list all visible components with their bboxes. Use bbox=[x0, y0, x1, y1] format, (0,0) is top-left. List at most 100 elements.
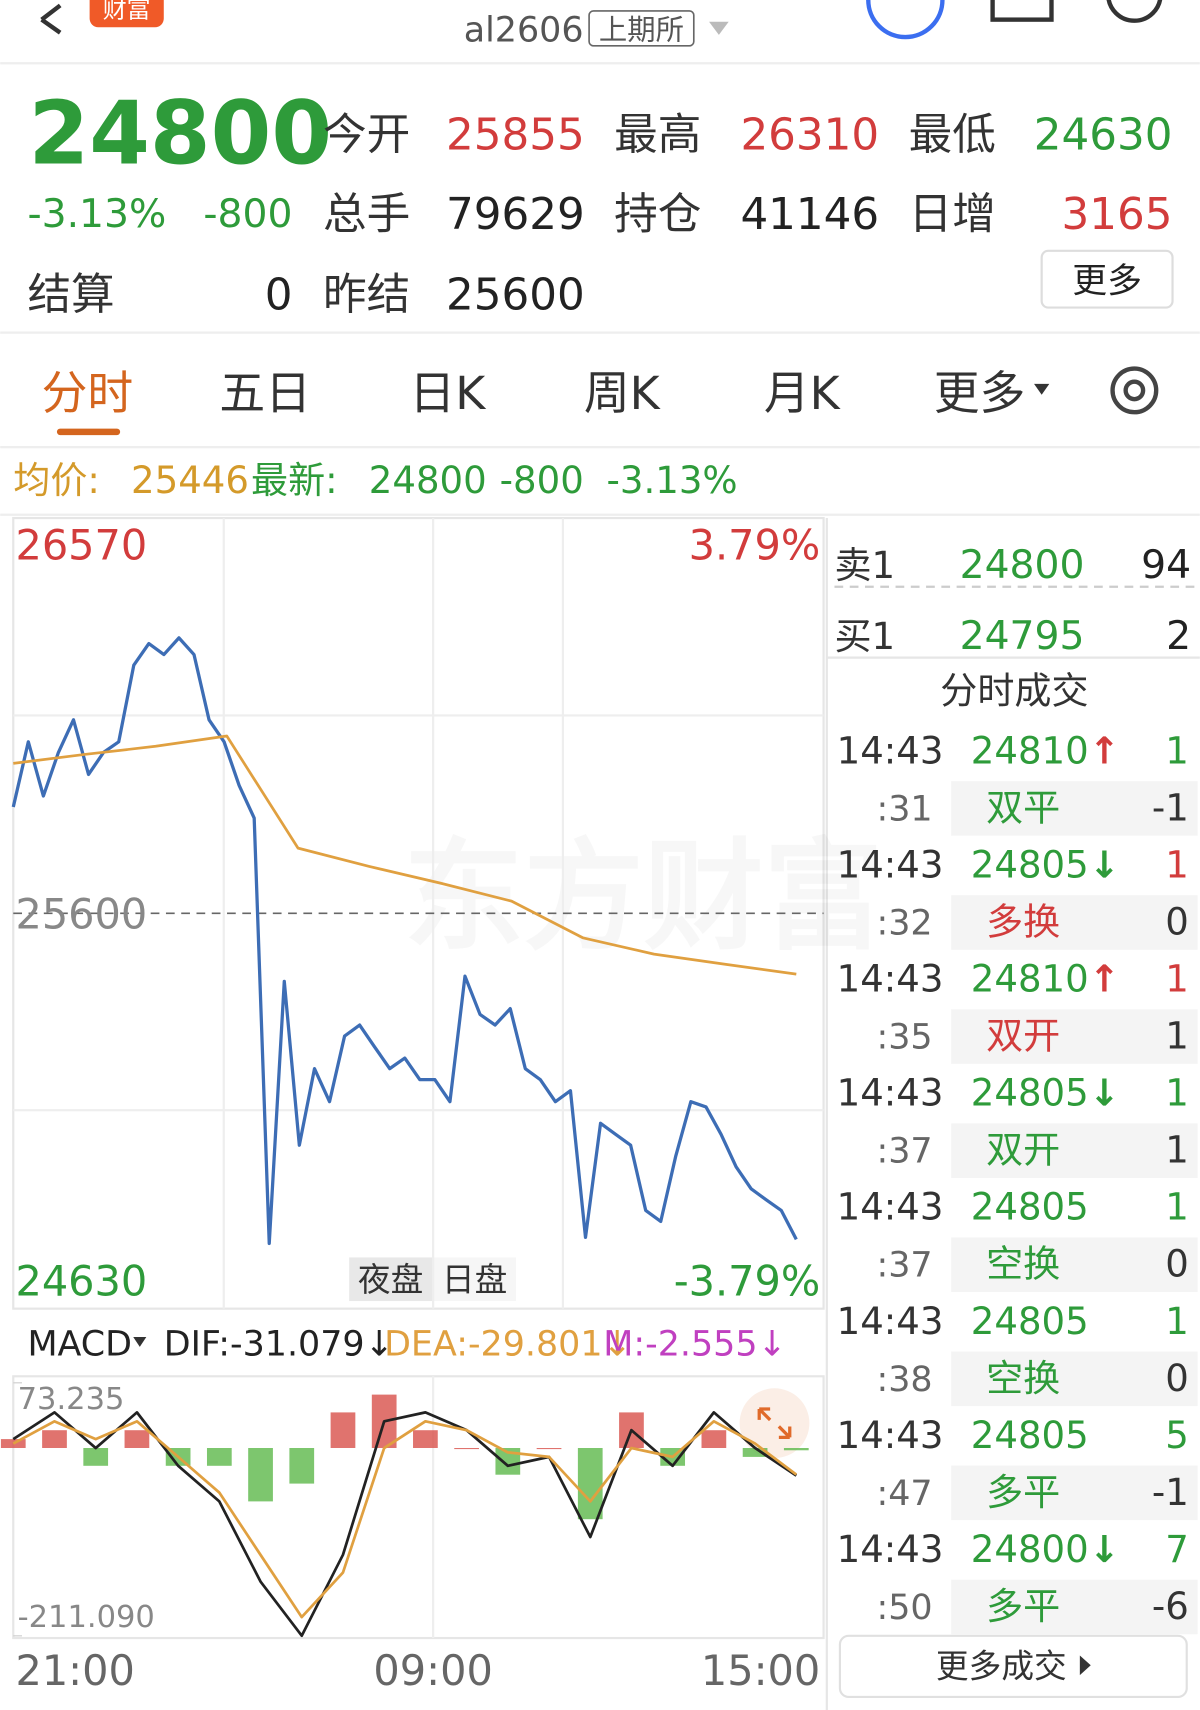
trade-price: 24800↓ bbox=[971, 1528, 1120, 1571]
more-trades-label[interactable]: 更多成交 bbox=[936, 1647, 1067, 1685]
trade-change: -6 bbox=[1152, 1585, 1189, 1628]
trade-type-bg bbox=[951, 1009, 1198, 1064]
macd-dea: DEA:-29.801↓ bbox=[384, 1325, 632, 1365]
trade-type-bg bbox=[951, 1237, 1198, 1292]
info-avg-label: 均价: bbox=[13, 459, 100, 502]
expand-icon bbox=[757, 1407, 792, 1439]
dea-line bbox=[12, 1419, 798, 1619]
dropdown-icon[interactable] bbox=[709, 21, 729, 35]
price-line bbox=[11, 636, 798, 1246]
book-volume: 2 bbox=[1166, 614, 1191, 659]
stat-value: 41146 bbox=[740, 190, 879, 240]
info-avg: 25446 bbox=[131, 459, 249, 502]
trade-type-bg bbox=[951, 895, 1198, 950]
macd-m: M:-2.555↓ bbox=[603, 1325, 787, 1365]
info-change-pct: -3.13% bbox=[607, 459, 738, 502]
back-button[interactable] bbox=[40, 3, 62, 35]
trade-type-bg bbox=[951, 1123, 1198, 1178]
tab[interactable]: 周K bbox=[584, 366, 661, 420]
tab[interactable]: 五日 bbox=[219, 366, 311, 420]
trade-arrow: ↑ bbox=[1089, 729, 1120, 772]
x-tick-label: 09:00 bbox=[373, 1647, 492, 1695]
book-price: 24795 bbox=[960, 614, 1085, 659]
info-last: 24800 bbox=[369, 459, 487, 502]
info-change: -800 bbox=[500, 459, 584, 502]
stat-value: 79629 bbox=[446, 190, 585, 240]
pct-label: 3.79% bbox=[689, 521, 821, 569]
more-button-label[interactable]: 更多 bbox=[1072, 261, 1142, 301]
gear-ring bbox=[1110, 366, 1159, 415]
ai-icon[interactable] bbox=[866, 0, 945, 40]
share-icon[interactable] bbox=[990, 0, 1054, 22]
trade-type-bg bbox=[951, 781, 1198, 836]
macd-dropdown[interactable] bbox=[133, 1337, 147, 1347]
trades-title: 分时成交 bbox=[940, 669, 1088, 712]
trade-price: 24805 bbox=[971, 1186, 1089, 1229]
trade-sec: :37 bbox=[876, 1132, 932, 1172]
book-label: 买1 bbox=[834, 615, 895, 658]
macd-dif: DIF:-31.079↓ bbox=[164, 1325, 394, 1365]
trade-volume: 1 bbox=[1165, 843, 1189, 886]
trade-sec: :32 bbox=[876, 904, 932, 944]
tab[interactable]: 月K bbox=[764, 366, 841, 420]
tab[interactable]: 日K bbox=[409, 366, 486, 420]
macd-bar bbox=[248, 1448, 273, 1502]
expand-button[interactable] bbox=[739, 1388, 810, 1459]
trade-sec: :31 bbox=[876, 789, 932, 829]
stat-value: 25855 bbox=[446, 110, 585, 160]
trade-type-bg bbox=[951, 1465, 1198, 1521]
trade-type: 双开 bbox=[986, 1015, 1060, 1058]
stat-label: 总手 bbox=[323, 190, 410, 240]
trade-time: 14:43 bbox=[837, 1528, 944, 1571]
y-tick-label: -211.090 bbox=[18, 1600, 155, 1635]
trade-time: 14:43 bbox=[837, 1072, 944, 1115]
exchange: 上期所 bbox=[599, 13, 684, 46]
settings-icon[interactable] bbox=[1110, 366, 1159, 415]
last-price: 24800 bbox=[29, 83, 332, 185]
tab[interactable]: 更多 bbox=[934, 366, 1026, 420]
stat-label: 今开 bbox=[323, 110, 410, 160]
trade-price: 24805↓ bbox=[971, 1072, 1120, 1115]
macd-title[interactable]: MACD bbox=[27, 1325, 132, 1365]
symbol: al2606 bbox=[464, 10, 584, 50]
trade-volume: 1 bbox=[1165, 1300, 1189, 1343]
trade-change: 0 bbox=[1165, 901, 1189, 944]
exchange-box bbox=[588, 10, 695, 47]
trade-change: 1 bbox=[1165, 1129, 1189, 1172]
trade-type: 空换 bbox=[986, 1243, 1060, 1286]
trade-volume: 1 bbox=[1165, 1072, 1189, 1115]
more-button[interactable] bbox=[1040, 249, 1174, 309]
y-tick-label: 73.235 bbox=[18, 1382, 125, 1417]
trade-change: 1 bbox=[1165, 1015, 1189, 1058]
trade-volume: 7 bbox=[1165, 1528, 1189, 1571]
session-label: 夜盘 bbox=[358, 1261, 423, 1299]
tab[interactable]: 分时 bbox=[42, 366, 134, 420]
macd-bar bbox=[701, 1430, 727, 1449]
trade-change: -1 bbox=[1152, 1471, 1189, 1514]
more-trades-button[interactable] bbox=[838, 1634, 1188, 1699]
macd-bar bbox=[783, 1448, 809, 1451]
trade-price: 24805 bbox=[971, 1300, 1089, 1343]
trade-type-bg bbox=[951, 1579, 1198, 1635]
trade-arrow: ↑ bbox=[1089, 958, 1120, 1001]
trade-type: 多换 bbox=[986, 901, 1060, 944]
trade-time: 14:43 bbox=[837, 729, 944, 772]
dif-line bbox=[12, 1411, 798, 1638]
search-icon[interactable] bbox=[1106, 0, 1163, 23]
book-volume: 94 bbox=[1141, 543, 1191, 588]
more-trades-arrow[interactable] bbox=[1079, 1655, 1091, 1676]
watermark: 东方财富 bbox=[404, 828, 884, 967]
stat-value: 0 bbox=[265, 271, 293, 321]
tab-underline bbox=[56, 428, 121, 436]
logo-text: 财富 bbox=[103, 0, 151, 23]
stat-label: 日增 bbox=[909, 190, 996, 240]
change: -800 bbox=[203, 192, 292, 237]
trade-sec: :38 bbox=[876, 1360, 932, 1400]
logo bbox=[89, 0, 164, 28]
trade-price: 24805 bbox=[971, 1414, 1089, 1457]
stat-label: 昨结 bbox=[323, 271, 410, 321]
tab-dropdown-icon[interactable] bbox=[1034, 383, 1050, 395]
stat-value: 24630 bbox=[1034, 110, 1173, 160]
trade-type: 双开 bbox=[986, 1129, 1060, 1172]
